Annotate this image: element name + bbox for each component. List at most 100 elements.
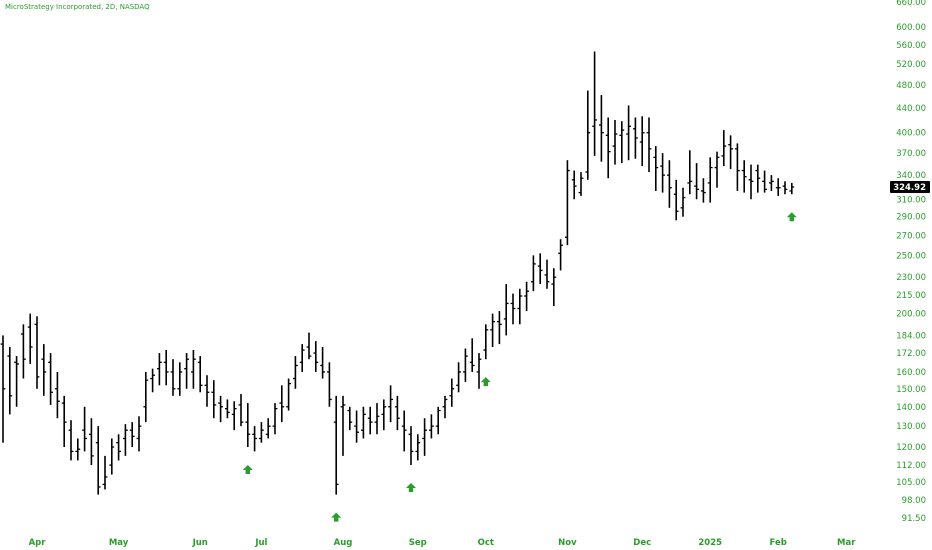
y-tick-label: 400.00 [896,129,926,139]
ohlc-bar [605,117,611,179]
ohlc-bar [252,426,257,452]
ohlc-bar [259,422,264,443]
ohlc-bar [551,268,557,306]
ohlc-bar [633,117,638,159]
ohlc-bar [558,239,563,271]
signals-layer [242,212,797,522]
ohlc-bar [55,371,60,419]
ohlc-bar [170,359,176,396]
ohlc-bar [612,119,618,165]
ohlc-bar [299,344,305,372]
ohlc-bar [116,434,121,461]
ohlc-bar [463,348,468,382]
ohlc-bar [89,418,94,466]
ohlc-bar [707,157,713,203]
x-tick-label: Mar [837,538,856,548]
y-tick-label: 290.00 [896,213,926,223]
ohlc-bar [367,406,373,435]
y-tick-label: 112.00 [896,461,926,471]
last-price-label: 324.92 [890,180,930,193]
y-tick-label: 130.00 [896,422,926,432]
ohlc-bar [354,410,359,443]
last-price-label-bg [890,180,930,193]
ohlc-bar [231,401,237,431]
ohlc-bar [95,426,101,495]
ohlc-bar [123,424,128,456]
ohlc-bar [694,163,699,200]
ohlc-bar [129,422,135,448]
y-tick-label: 560.00 [896,41,926,51]
ohlc-bar [204,375,210,407]
y-tick-label: 600.00 [896,23,926,33]
ohlc-bar [218,395,223,423]
ohlc-bar [109,438,115,475]
ohlc-bar [374,403,380,435]
ohlc-bar [517,288,523,325]
ohlc-bar [741,160,747,193]
ohlc-bar [293,356,298,389]
ohlc-bar [585,90,591,180]
ohlc-bar [680,187,686,217]
ohlc-bar [75,438,81,461]
x-tick-label: Dec [633,538,651,548]
y-tick-label: 105.00 [896,478,926,488]
x-tick-label: Oct [478,538,494,548]
y-tick-label: 480.00 [896,81,926,91]
ohlc-bar [102,455,108,490]
ohlc-bar [653,146,659,191]
ohlc-bar [531,255,536,292]
ohlc-bar [503,284,509,336]
ohlc-bar [225,399,230,419]
ohlc-bar [599,95,604,162]
y-tick-label: 215.00 [896,291,926,301]
ohlc-bar [279,385,285,423]
ohlc-bar [340,395,346,456]
x-tick-label: Jul [254,538,267,548]
ohlc-bar [673,179,679,221]
ohlc-bar [320,347,325,379]
y-tick-label: 230.00 [896,273,926,283]
y-tick-label: 440.00 [896,104,926,114]
y-tick-label: 520.00 [896,60,926,70]
buy-signal-arrow-icon [406,483,416,493]
ohlc-bar [646,117,652,173]
ohlc-bar [68,420,74,461]
ohlc-bar [578,172,584,196]
ohlc-bar [41,344,47,396]
buy-signal-arrow-icon [331,512,342,522]
ohlc-bar [48,353,53,405]
ohlc-bar [238,394,244,427]
ohlc-bar [442,395,448,419]
ohlc-bar [735,143,740,191]
ohlc-bar [422,418,427,456]
y-tick-label: 340.00 [896,171,926,181]
y-tick-label: 120.00 [896,443,926,453]
y-tick-label: 91.50 [902,514,926,524]
ohlc-bar [381,399,387,431]
ohlc-bar [619,121,625,164]
ohlc-bar [701,178,706,203]
ohlc-bar [755,164,761,193]
ohlc-bar [565,160,570,246]
ohlc-bar [544,259,550,289]
ohlc-bar [483,324,489,360]
ohlc-bar [639,116,645,167]
ohlc-bar [211,380,217,419]
buy-signal-arrow-icon [480,377,491,387]
ohlc-bar [177,362,183,396]
ohlc-bar [728,135,733,170]
y-tick-label: 160.00 [896,368,926,378]
ohlc-bar [401,410,407,452]
x-tick-label: Sep [409,538,427,548]
ohlc-bar [762,170,767,193]
y-tick-label: 310.00 [896,195,926,205]
chart-title: MicroStrategy Incorporated, 2D, NASDAQ [5,3,150,11]
ohlc-bar [592,51,597,156]
ohlc-bar [191,350,196,389]
ohlc-bar [456,362,461,393]
ohlc-bar [286,378,291,411]
ohlc-bar [469,338,475,372]
bars-layer [0,51,795,495]
ohlc-bar [748,164,754,200]
ohlc-bar [245,403,251,448]
